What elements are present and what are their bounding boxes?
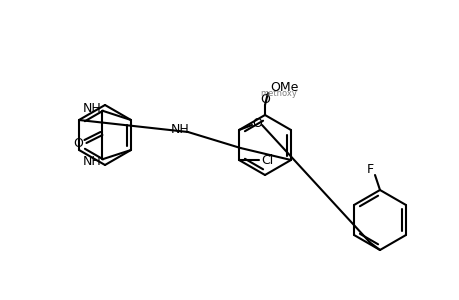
Text: O: O bbox=[252, 116, 261, 130]
Text: Cl: Cl bbox=[260, 154, 273, 166]
Text: NH: NH bbox=[170, 122, 189, 136]
Text: O: O bbox=[259, 92, 269, 106]
Text: O: O bbox=[73, 136, 83, 149]
Text: F: F bbox=[366, 163, 373, 176]
Text: OMe: OMe bbox=[269, 80, 298, 94]
Text: methoxy: methoxy bbox=[260, 88, 297, 98]
Text: NH: NH bbox=[83, 102, 101, 115]
Text: NH: NH bbox=[83, 155, 101, 168]
